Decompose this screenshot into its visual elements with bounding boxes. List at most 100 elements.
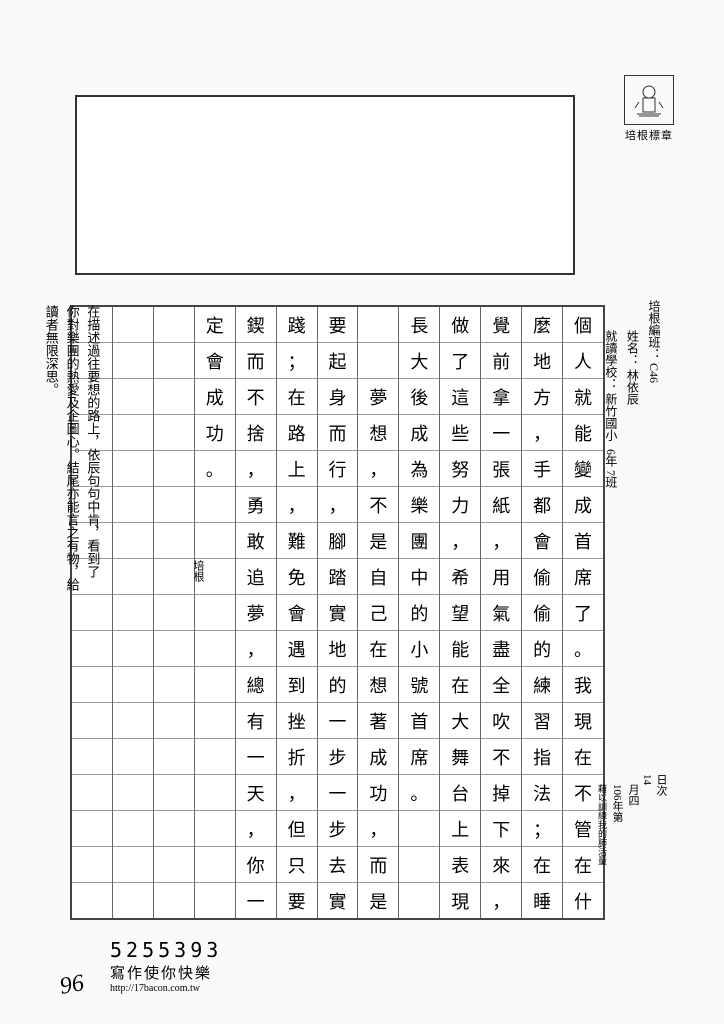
grid-cell (154, 739, 194, 775)
grid-cell: 變 (563, 451, 603, 487)
grid-cell: 己 (358, 595, 398, 631)
grid-cell (195, 631, 235, 667)
name-row: 姓名： 林依辰 (621, 330, 643, 680)
name-value: 林依辰 (625, 369, 639, 405)
grid-cell: 想 (358, 667, 398, 703)
school-value: 新竹國小 (604, 393, 618, 441)
grid-cell: 偷 (522, 559, 562, 595)
grid-cell (154, 379, 194, 415)
grid-cell (113, 487, 153, 523)
grid-cell: ， (358, 451, 398, 487)
grid-cell: 偷 (522, 595, 562, 631)
footer-url: http://17bacon.com.tw (110, 983, 222, 994)
grid-cell (399, 883, 439, 918)
grid-cell: 實 (318, 883, 358, 918)
grid-cell (154, 703, 194, 739)
grid-cell: 到 (277, 667, 317, 703)
grid-cell: ， (522, 415, 562, 451)
grid-cell: 一 (318, 703, 358, 739)
grid-cell (195, 523, 235, 559)
school-label: 就讀學校： (604, 330, 618, 390)
grid-cell: 一 (236, 883, 276, 918)
grid-cell: 就 (563, 379, 603, 415)
grid-cell: 望 (440, 595, 480, 631)
grid-cell: 都 (522, 487, 562, 523)
date-label: 日次 (653, 774, 669, 974)
grid-cell: 能 (440, 631, 480, 667)
grid-cell: 踐 (277, 307, 317, 343)
grid-cell: 要 (277, 883, 317, 918)
grid-cell: 長 (399, 307, 439, 343)
grid-cell: 折 (277, 739, 317, 775)
grade-value: 6年 7班 (604, 449, 618, 488)
grid-cell (195, 667, 235, 703)
grid-cell: 功 (195, 415, 235, 451)
grid-cell (195, 775, 235, 811)
right-margin-notes: 日次 14 月四 106年第 藉以訓練我的肺活量 (596, 774, 669, 974)
grid-cell: 在 (440, 667, 480, 703)
grid-cell: 天 (236, 775, 276, 811)
grid-cell: ， (236, 811, 276, 847)
grid-cell: 而 (236, 343, 276, 379)
id-value: C46 (647, 363, 661, 383)
peigen-watermark: 培根 (190, 560, 206, 582)
grid-column: 做了這些努力，希望能在大舞台上表現 (439, 307, 480, 918)
grid-cell (113, 523, 153, 559)
grid-cell (113, 775, 153, 811)
grid-cell: 追 (236, 559, 276, 595)
grid-cell: 會 (277, 595, 317, 631)
drawing-box (75, 95, 575, 275)
grid-cell: 勇 (236, 487, 276, 523)
grid-cell: 席 (399, 739, 439, 775)
grid-cell: 紙 (481, 487, 521, 523)
grid-column: 長大後成為樂團中的小號首席。 (398, 307, 439, 918)
grid-cell: 大 (399, 343, 439, 379)
grid-cell: 但 (277, 811, 317, 847)
grid-cell (113, 847, 153, 883)
grid-cell (113, 811, 153, 847)
grid-cell: 一 (481, 415, 521, 451)
grid-cell: 腳 (318, 523, 358, 559)
grid-cell: 覺 (481, 307, 521, 343)
grid-cell (154, 595, 194, 631)
grid-cell: 成 (358, 739, 398, 775)
grid-cell: 為 (399, 451, 439, 487)
grid-cell: 些 (440, 415, 480, 451)
grid-cell: 地 (522, 343, 562, 379)
grid-cell: 起 (318, 343, 358, 379)
grid-cell: 捨 (236, 415, 276, 451)
grid-cell: 不 (236, 379, 276, 415)
grid-cell: ； (522, 811, 562, 847)
grid-cell: 。 (399, 775, 439, 811)
grid-cell: 團 (399, 523, 439, 559)
grid-cell (195, 847, 235, 883)
grid-cell: ； (277, 343, 317, 379)
grid-cell: 方 (522, 379, 562, 415)
grid-cell: 是 (358, 523, 398, 559)
grid-cell: 練 (522, 667, 562, 703)
grid-cell (154, 667, 194, 703)
grid-cell (113, 883, 153, 918)
grid-cell: 的 (318, 667, 358, 703)
grid-cell: 個 (563, 307, 603, 343)
grid-cell: 有 (236, 703, 276, 739)
grid-cell: 上 (277, 451, 317, 487)
grid-cell: ， (318, 487, 358, 523)
grid-cell (154, 559, 194, 595)
grid-cell: 。 (563, 631, 603, 667)
grid-cell (195, 487, 235, 523)
grid-cell: 在 (277, 379, 317, 415)
grid-cell (113, 667, 153, 703)
grid-cell (195, 739, 235, 775)
grid-cell (113, 595, 153, 631)
teacher-comment: 在描述過往要想的路上，依辰句句中肯，看到了 你對樂團的熱愛及企圖心。結尾亦能言之… (40, 305, 102, 920)
grid-cell: 了 (440, 343, 480, 379)
name-label: 姓名： (625, 330, 639, 366)
grid-cell (113, 343, 153, 379)
grid-cell: 夢 (358, 379, 398, 415)
grid-cell (113, 559, 153, 595)
grid-cell (154, 631, 194, 667)
id-label: 培根編班： (647, 300, 661, 360)
grid-cell: 步 (318, 811, 358, 847)
page-number: 96 (58, 970, 86, 1001)
